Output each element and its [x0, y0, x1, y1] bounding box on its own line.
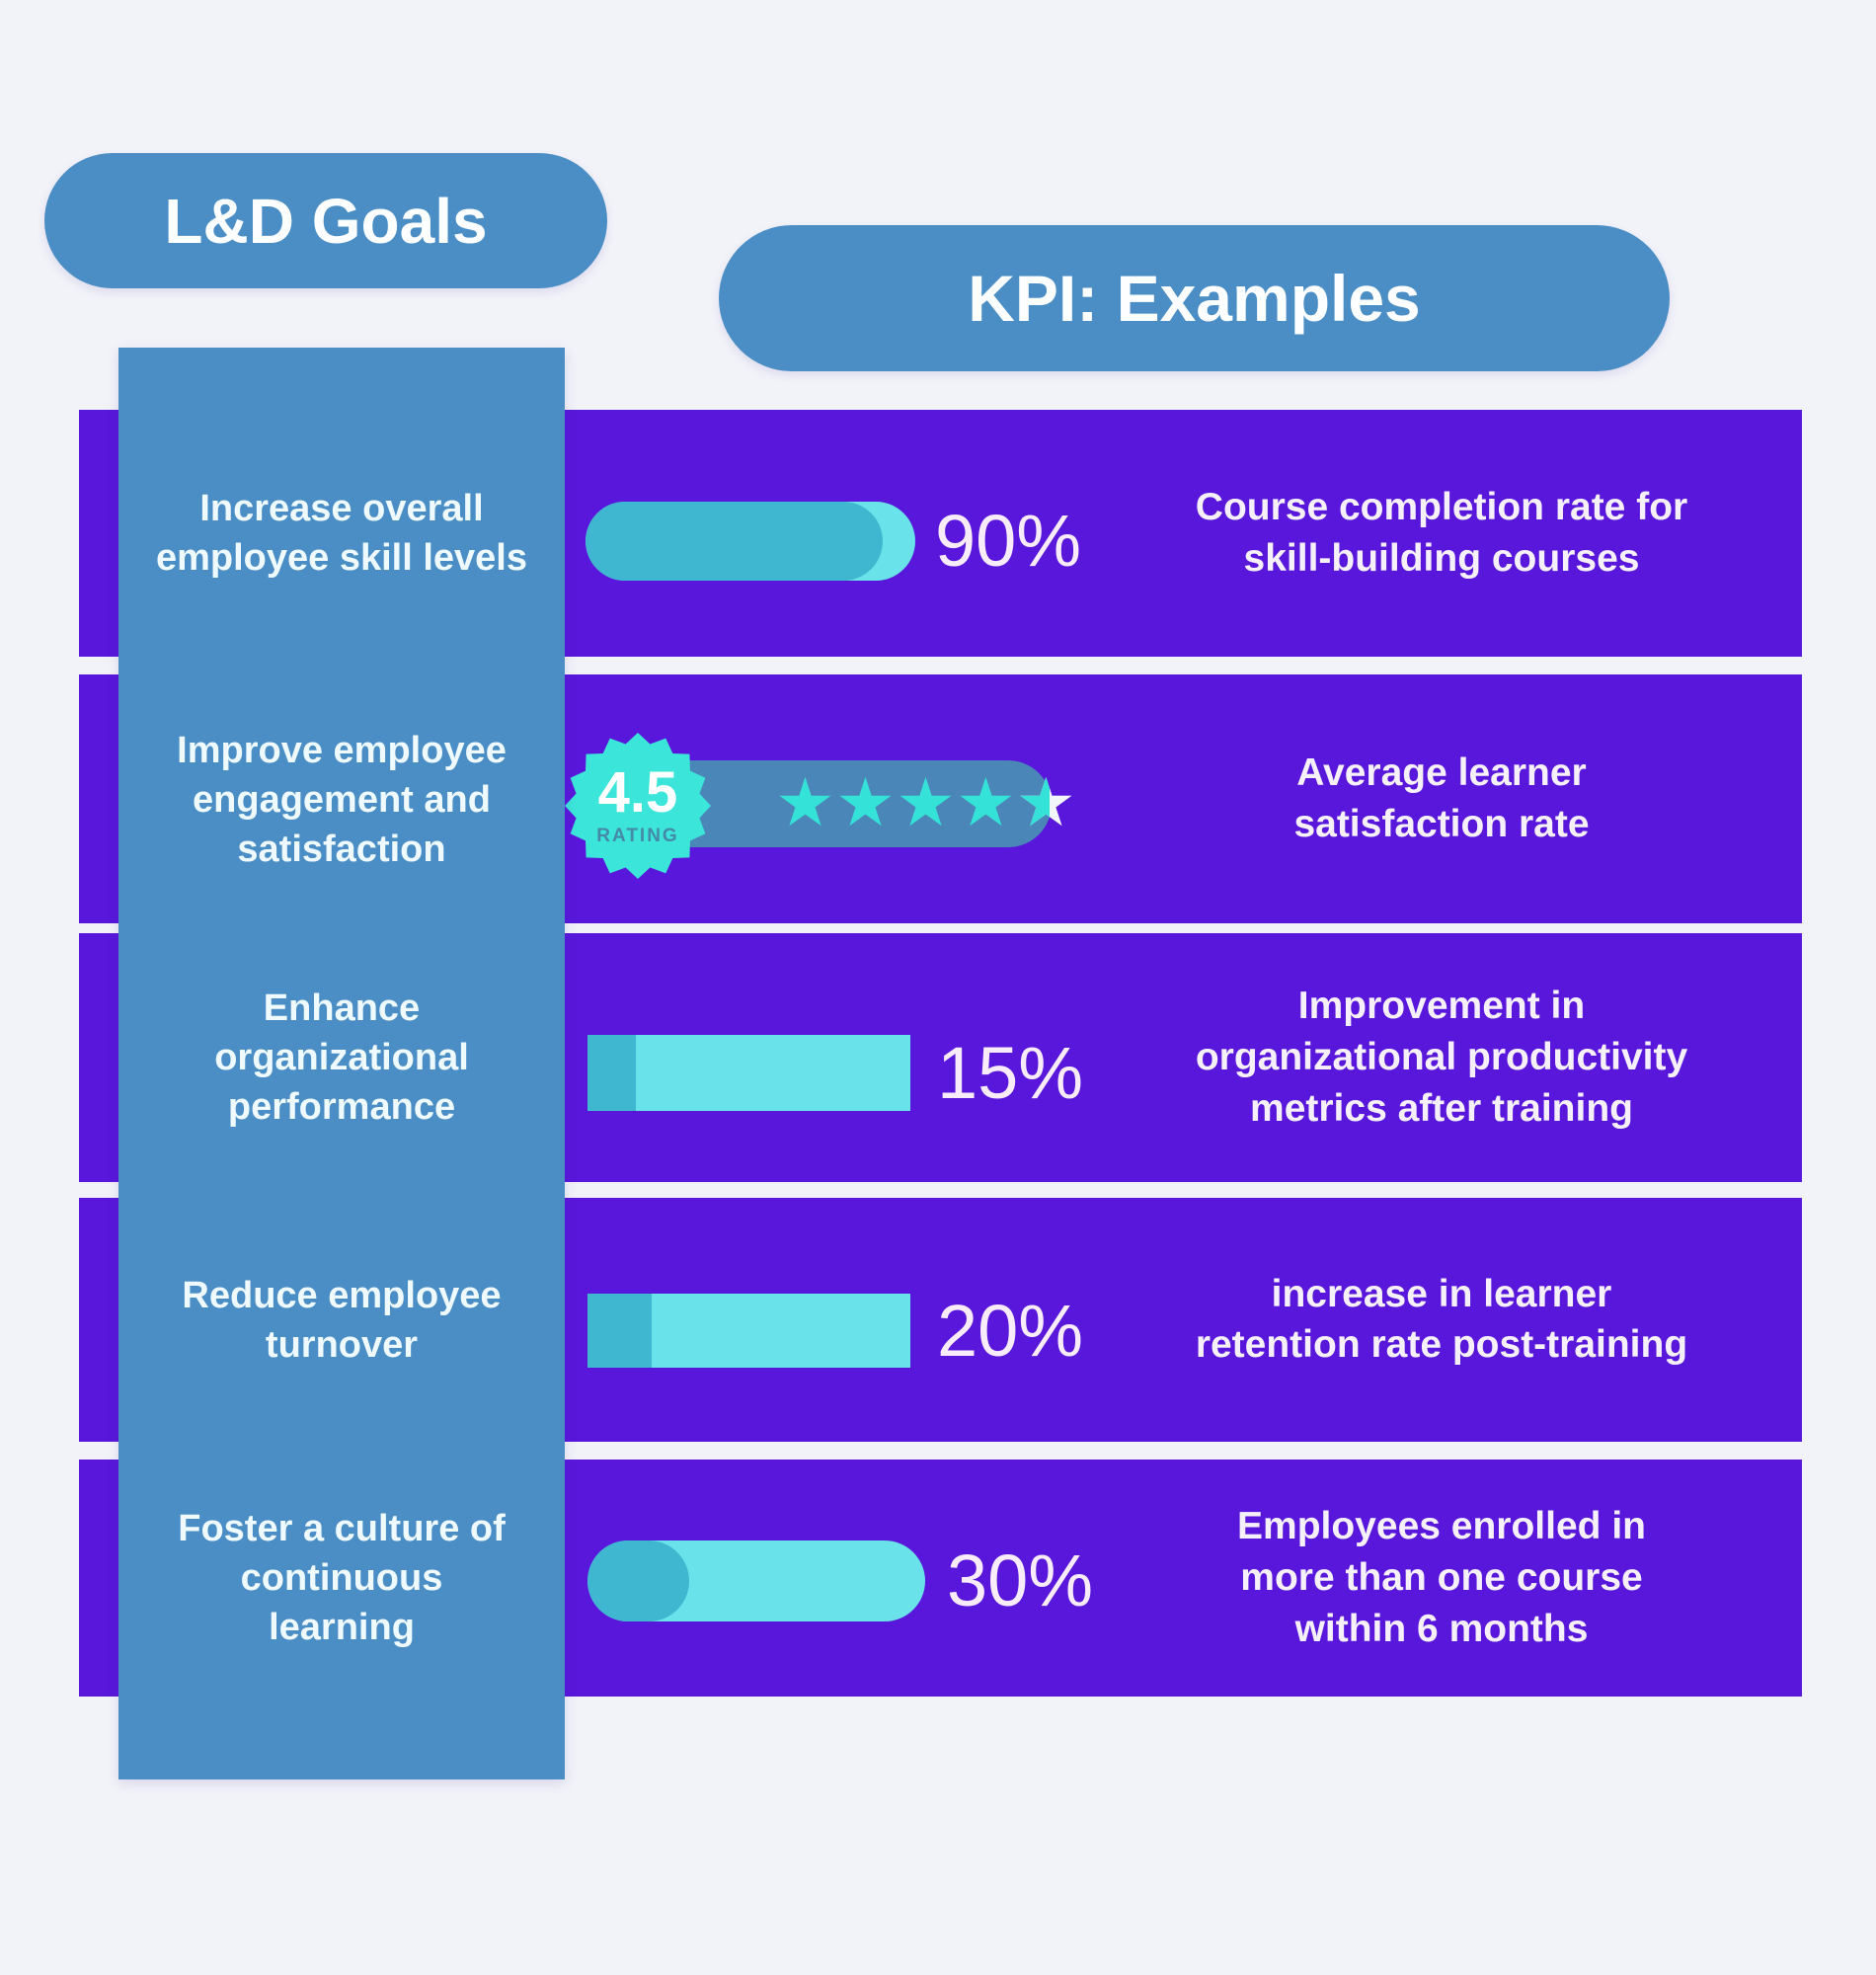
percent-label-90: 90% — [935, 500, 1082, 582]
kpi-description-2: Average learner satisfaction rate — [1293, 751, 1590, 845]
goal-label-2: Improve employee engagement and satisfac… — [177, 729, 507, 871]
progress-bar-15 — [587, 1035, 910, 1111]
kpi-title-text: KPI: Examples — [968, 262, 1421, 335]
star-rating-bar: ★ ★ ★ ★ ★ ★ — [649, 760, 1076, 847]
goal-label-5: Foster a culture of continuous learning — [178, 1507, 506, 1649]
goals-title-text: L&D Goals — [164, 185, 488, 257]
kpi-description-1: Course completion rate for skill-buildin… — [1195, 486, 1688, 580]
percent-label-20: 20% — [937, 1289, 1084, 1372]
kpi-description-4: increase in learner retention rate post-… — [1195, 1272, 1688, 1367]
kpi-description-3: Improvement in organizational productivi… — [1195, 985, 1688, 1130]
star-icons: ★ ★ ★ ★ ★ ★ — [775, 760, 1076, 847]
star-icon: ★ — [834, 764, 896, 842]
kpi-title-pill: KPI: Examples — [719, 225, 1670, 371]
rating-badge: 4.5 RATING — [565, 733, 711, 879]
progress-fill — [587, 1294, 653, 1368]
progress-fill — [586, 502, 883, 581]
progress-bar-20 — [587, 1294, 910, 1368]
rating-label: RATING — [596, 826, 679, 846]
progress-fill — [587, 1035, 637, 1111]
goal-label-3: Enhance organizational performance — [214, 987, 469, 1129]
star-icon: ★ — [775, 764, 835, 842]
progress-bar-90 — [586, 502, 915, 581]
goal-label-1: Increase overall employee skill levels — [155, 487, 527, 579]
percent-label-30: 30% — [947, 1540, 1094, 1621]
goals-column — [118, 348, 565, 1779]
half-star-icon: ★ ★ — [1015, 764, 1076, 842]
goal-label-4: Reduce employee turnover — [182, 1274, 502, 1366]
rating-value: 4.5 — [597, 760, 678, 825]
percent-label-15: 15% — [937, 1031, 1084, 1114]
star-icon: ★ — [895, 764, 956, 842]
star-icon: ★ — [955, 764, 1016, 842]
progress-fill — [587, 1540, 689, 1621]
kpi-description-5: Employees enrolled in more than one cour… — [1237, 1505, 1646, 1650]
goals-title-pill: L&D Goals — [44, 153, 607, 288]
progress-bar-30 — [587, 1540, 925, 1621]
